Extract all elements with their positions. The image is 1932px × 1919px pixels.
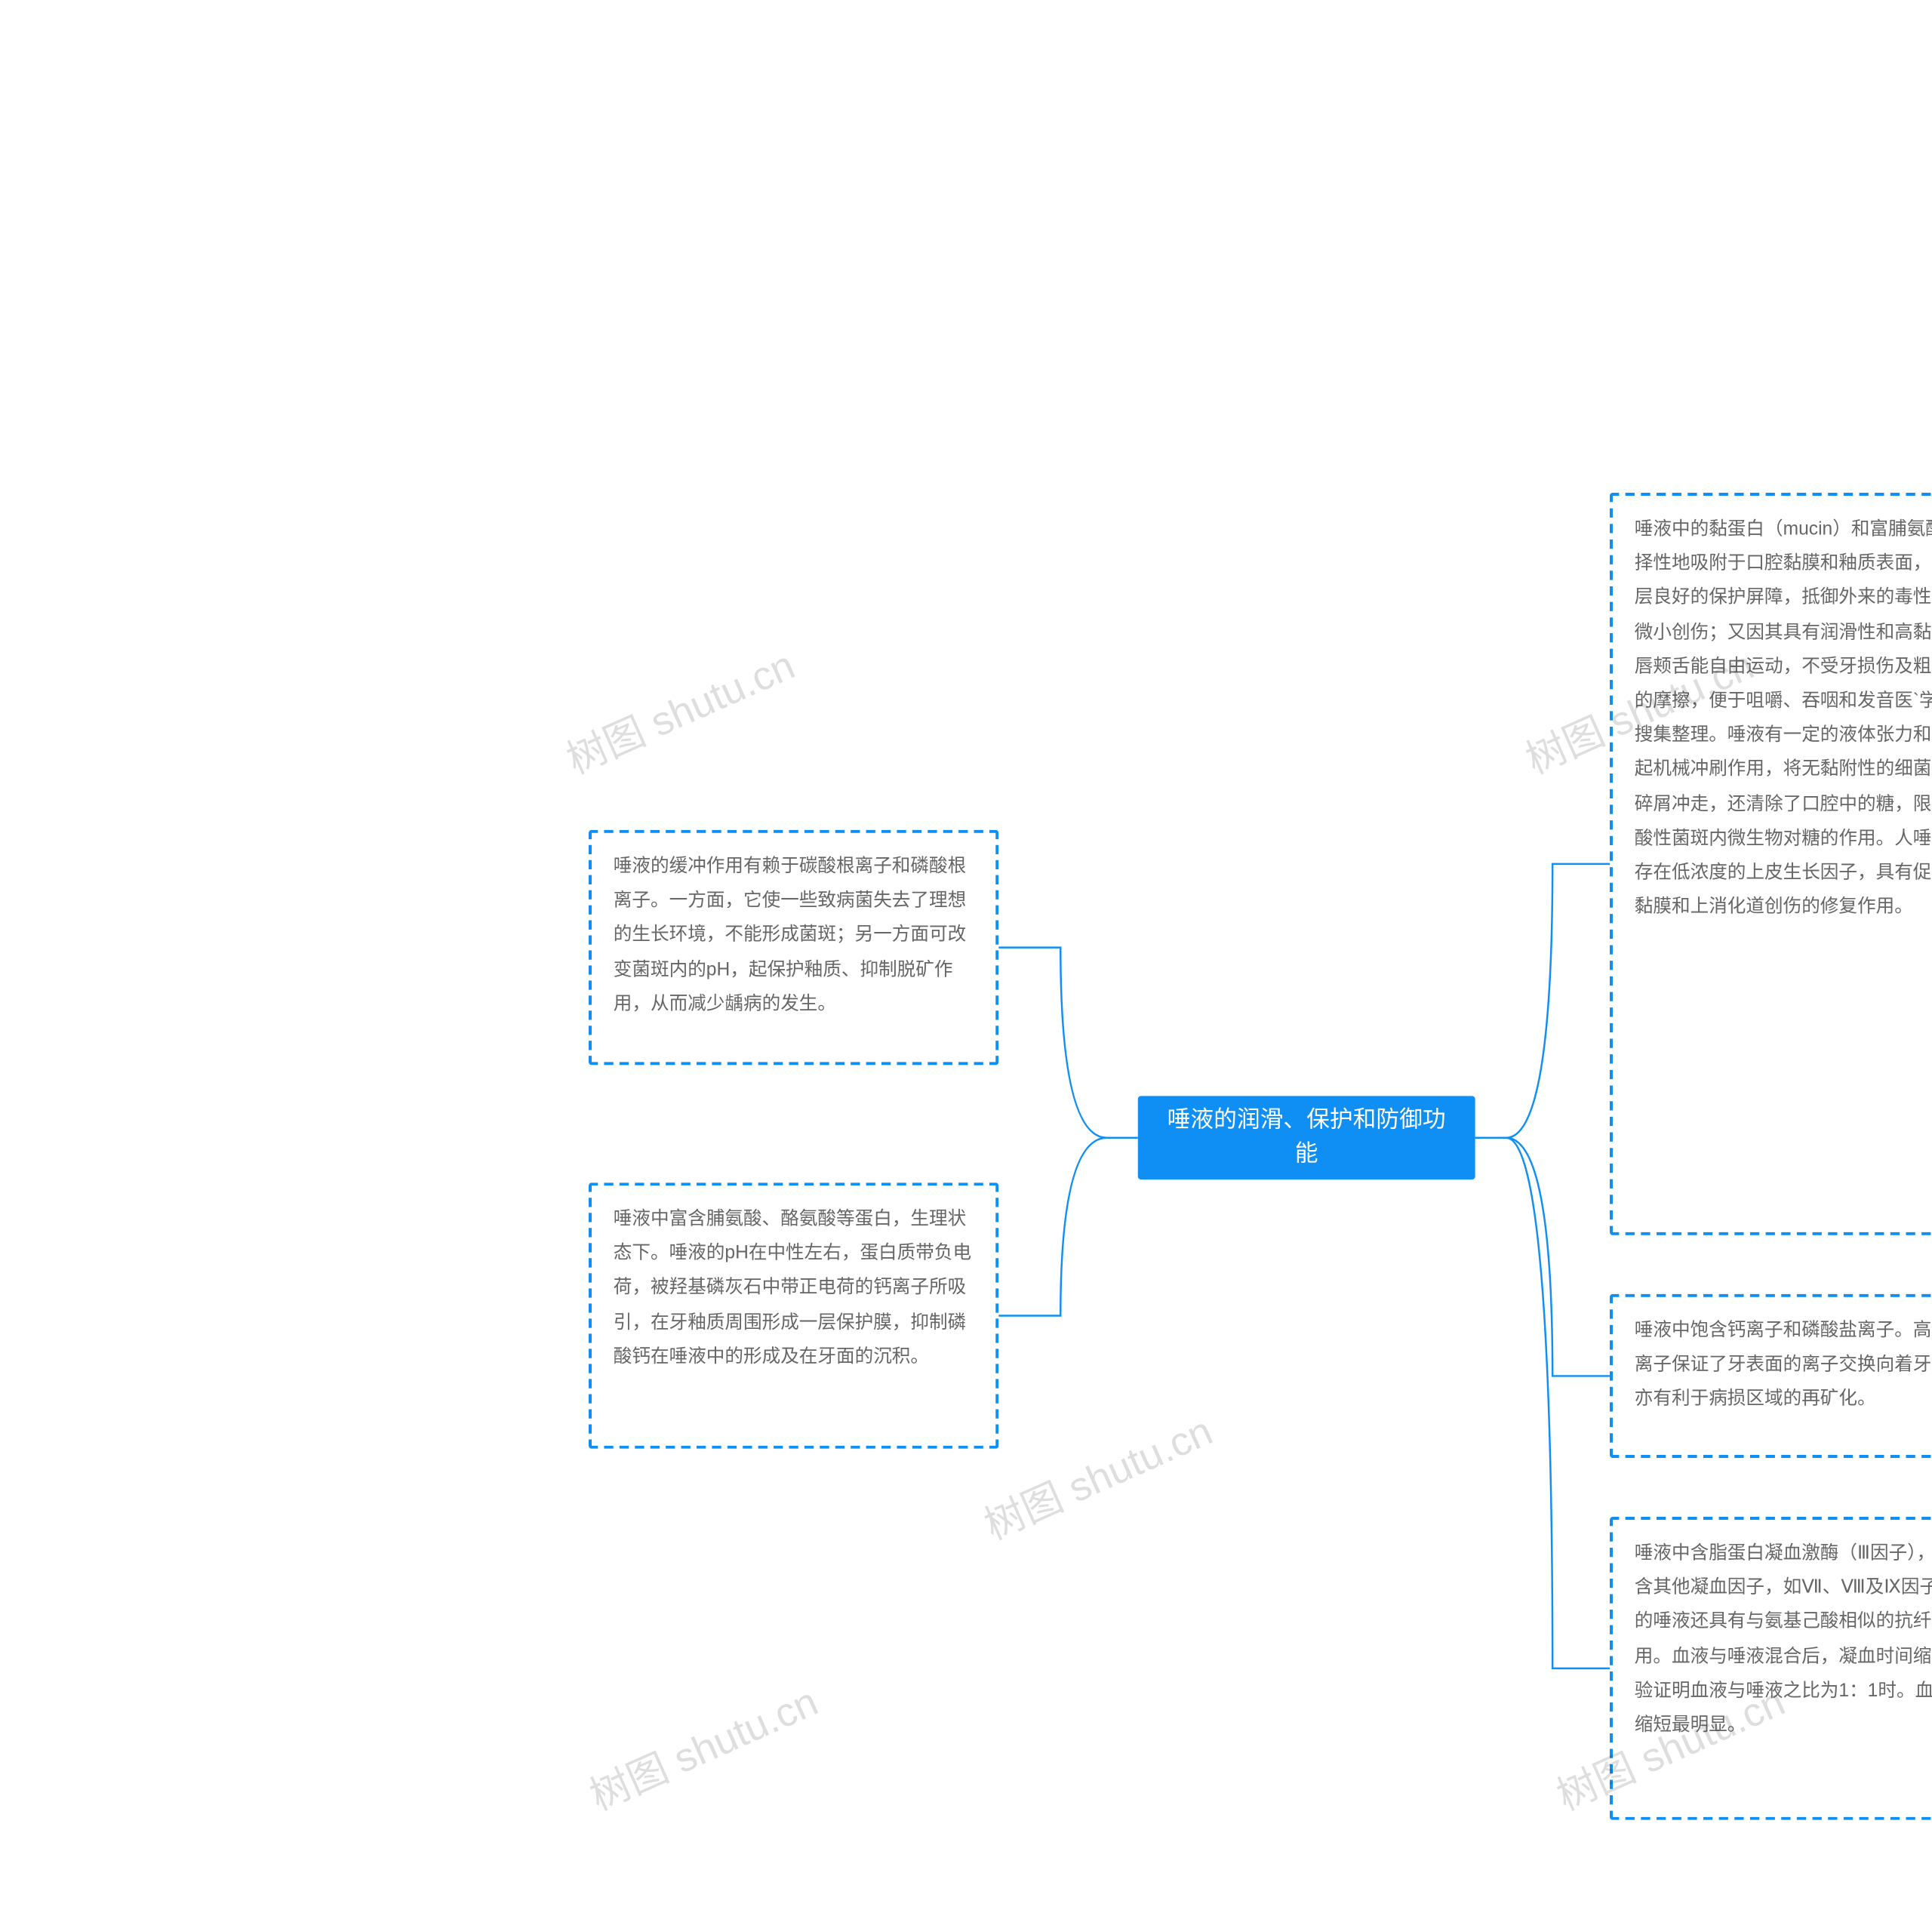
right-node-0: 唾液中的黏蛋白（mucin）和富脯氨酸蛋白选择性地吸附于口腔黏膜和釉质表面，形成… xyxy=(1610,493,1932,1235)
watermark: 树图 shutu.cn xyxy=(974,1400,1220,1551)
watermark: 树图 shutu.cn xyxy=(557,635,803,786)
connector xyxy=(998,1138,1107,1316)
left-node-0: 唾液的缓冲作用有赖于碳酸根离子和磷酸根离子。一方面，它使一些致病菌失去了理想的生… xyxy=(589,830,998,1066)
left-node-1: 唾液中富含脯氨酸、酪氨酸等蛋白，生理状态下。唾液的pH在中性左右，蛋白质带负电荷… xyxy=(589,1182,998,1449)
left-node-text-0: 唾液的缓冲作用有赖于碳酸根离子和磷酸根离子。一方面，它使一些致病菌失去了理想的生… xyxy=(614,855,966,1014)
center-node: 唾液的润滑、保护和防御功能 xyxy=(1138,1096,1475,1179)
right-node-1: 唾液中饱含钙离子和磷酸盐离子。高浓度的离子保证了牙表面的离子交换向着牙进行，亦有… xyxy=(1610,1294,1932,1458)
right-node-text-0: 唾液中的黏蛋白（mucin）和富脯氨酸蛋白选择性地吸附于口腔黏膜和釉质表面，形成… xyxy=(1635,518,1932,917)
connector xyxy=(1506,1138,1610,1376)
connector xyxy=(998,948,1107,1138)
center-node-text: 唾液的润滑、保护和防御功能 xyxy=(1166,1103,1447,1173)
left-node-text-1: 唾液中富含脯氨酸、酪氨酸等蛋白，生理状态下。唾液的pH在中性左右，蛋白质带负电荷… xyxy=(614,1207,971,1367)
connector xyxy=(1506,1138,1610,1668)
right-node-text-2: 唾液中含脂蛋白凝血激酶（Ⅲ因子），也可能含其他凝血因子，如Ⅶ、Ⅷ及Ⅸ因子。腮腺的… xyxy=(1635,1542,1932,1735)
watermark: 树图 shutu.cn xyxy=(580,1671,826,1822)
right-node-2: 唾液中含脂蛋白凝血激酶（Ⅲ因子），也可能含其他凝血因子，如Ⅶ、Ⅷ及Ⅸ因子。腮腺的… xyxy=(1610,1517,1932,1820)
connector xyxy=(1506,864,1610,1138)
mindmap-stage: 唾液的润滑、保护和防御功能 唾液的缓冲作用有赖于碳酸根离子和磷酸根离子。一方面，… xyxy=(496,403,1932,1919)
right-node-text-1: 唾液中饱含钙离子和磷酸盐离子。高浓度的离子保证了牙表面的离子交换向着牙进行，亦有… xyxy=(1635,1319,1932,1410)
